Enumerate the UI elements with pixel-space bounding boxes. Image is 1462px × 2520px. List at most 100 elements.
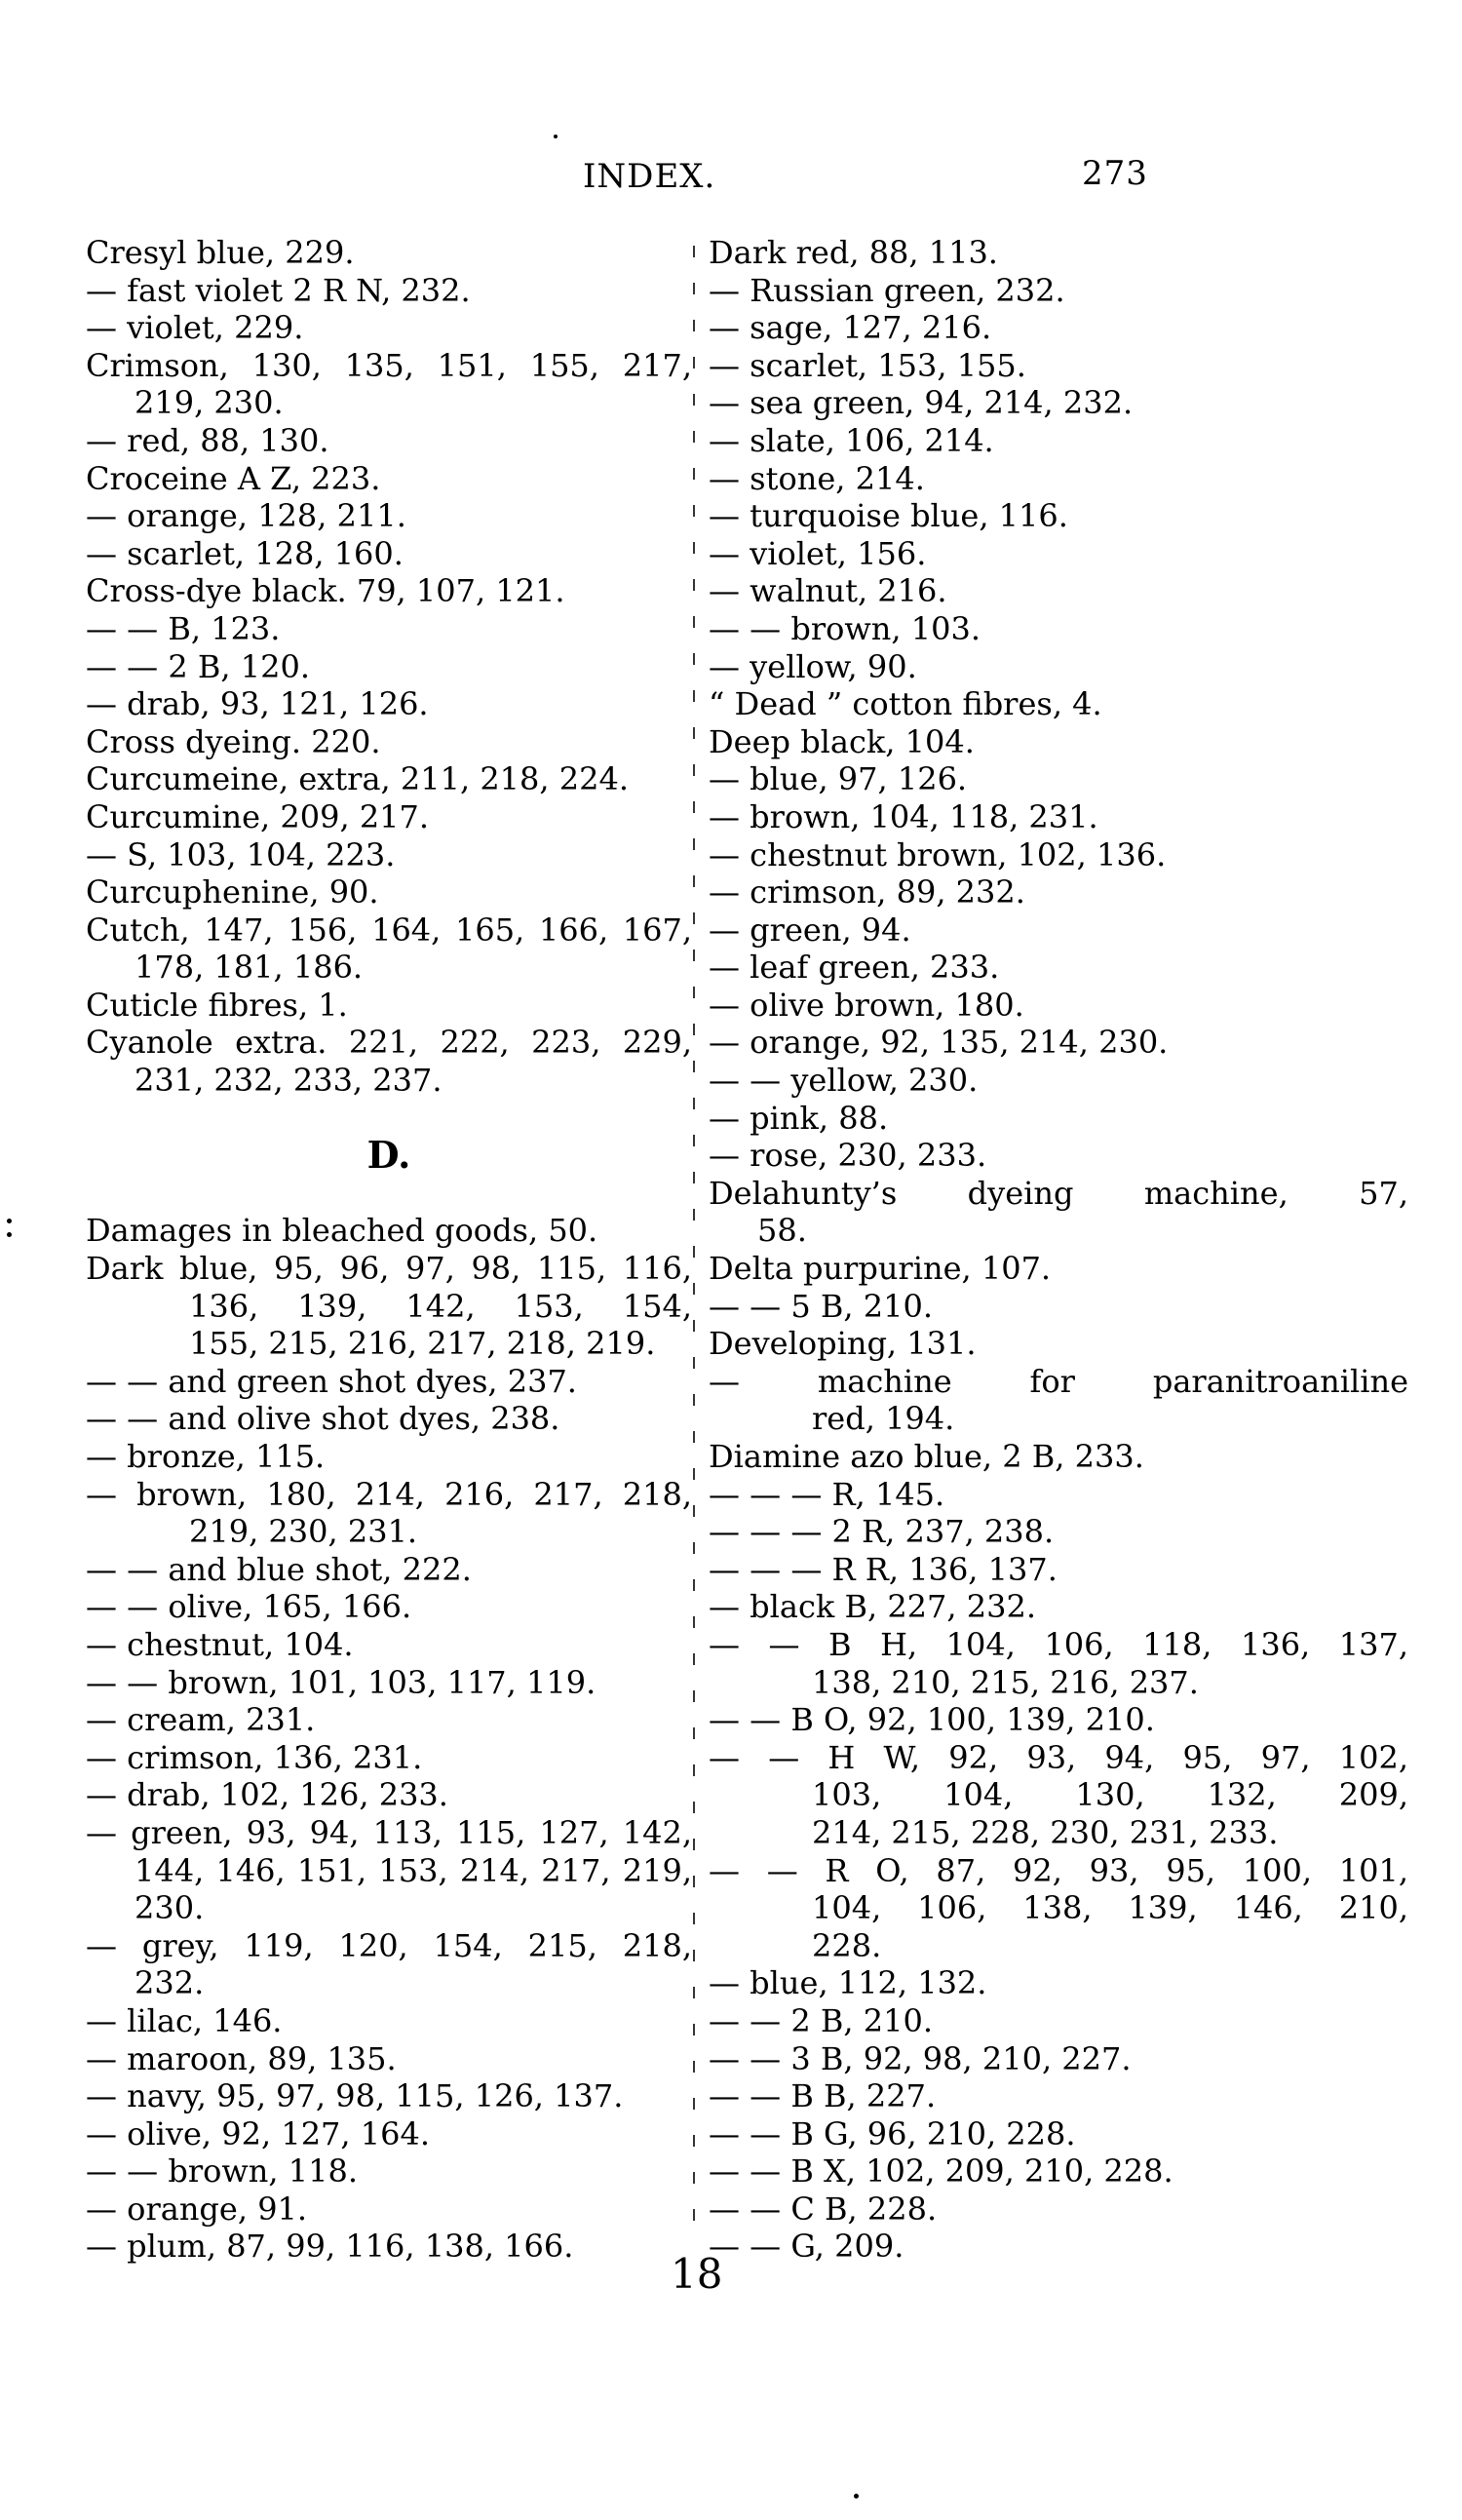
scan-speck	[854, 2494, 859, 2499]
index-entry: — machine for paranitroaniline	[709, 1362, 1408, 1400]
index-entry: — violet, 229.	[86, 309, 304, 347]
scan-speck	[7, 1219, 12, 1223]
index-entry: — chestnut brown, 102, 136.	[709, 835, 1167, 873]
page-title: INDEX.	[583, 157, 716, 196]
index-entry: 214, 215, 228, 230, 231, 233.	[812, 1813, 1279, 1851]
index-entry: 58.	[757, 1212, 807, 1250]
index-entry: — olive brown, 180.	[709, 986, 1024, 1024]
page-number: 273	[1082, 154, 1148, 193]
index-entry: 104, 106, 138, 139, 146, 210,	[812, 1889, 1408, 1927]
index-entry: — rose, 230, 233.	[709, 1137, 987, 1175]
column-divider-rule	[693, 246, 695, 2240]
index-entry: — green, 94.	[709, 911, 911, 949]
index-entry: — — — R, 145.	[709, 1475, 945, 1513]
index-entry: Dark red, 88, 113.	[709, 234, 998, 271]
index-entry: Croceine A Z, 223.	[86, 459, 381, 497]
index-entry: — — B, 123.	[86, 609, 281, 647]
index-entry: 219, 230.	[135, 384, 284, 422]
index-entry: — — olive, 165, 166.	[86, 1588, 412, 1626]
index-entry: — — B O, 92, 100, 139, 210.	[709, 1701, 1155, 1739]
index-entry: — yellow, 90.	[709, 647, 917, 685]
index-entry: — — H W, 92, 93, 94, 95, 97, 102,	[709, 1738, 1408, 1776]
index-entry: — olive, 92, 127, 164.	[86, 2114, 430, 2152]
index-entry: — maroon, 89, 135.	[86, 2039, 397, 2077]
scan-speck	[554, 135, 558, 138]
index-entry: — — — R R, 136, 137.	[709, 1550, 1058, 1588]
index-entry: — orange, 91.	[86, 2190, 308, 2228]
index-entry: — pink, 88.	[709, 1099, 889, 1137]
index-entry: Curcuphenine, 90.	[86, 873, 379, 911]
index-entry: — green, 93, 94, 113, 115, 127, 142,	[86, 1813, 692, 1851]
index-entry: — — and green shot dyes, 237.	[86, 1362, 577, 1400]
index-entry: — leaf green, 233.	[709, 949, 1000, 987]
index-entry: — fast violet 2 R N, 232.	[86, 271, 471, 309]
index-entry: — — 3 B, 92, 98, 210, 227.	[709, 2039, 1132, 2077]
index-entry: — — 2 B, 120.	[86, 647, 310, 685]
index-entry: — drab, 93, 121, 126.	[86, 685, 429, 723]
index-entry: 136, 139, 142, 153, 154,	[189, 1287, 692, 1325]
index-entry: — — brown, 118.	[86, 2152, 358, 2190]
index-entry: Damages in bleached goods, 50.	[86, 1212, 598, 1250]
index-entry: — — R O, 87, 92, 93, 95, 100, 101,	[709, 1851, 1408, 1889]
index-entry: — red, 88, 130.	[86, 421, 329, 459]
index-entry: — scarlet, 128, 160.	[86, 534, 404, 572]
index-entry: Cross-dye black. 79, 107, 121.	[86, 572, 565, 610]
section-heading: D.	[366, 1133, 411, 1178]
index-entry: — walnut, 216.	[709, 572, 947, 610]
index-entry: — S, 103, 104, 223.	[86, 835, 396, 873]
index-entry: Cresyl blue, 229.	[86, 234, 355, 271]
index-entry: — chestnut, 104.	[86, 1625, 354, 1663]
index-entry: Cutch, 147, 156, 164, 165, 166, 167,	[86, 911, 692, 949]
left-column: Cresyl blue, 229. — fast violet 2 R N, 23…	[86, 234, 692, 2266]
index-entry: — plum, 87, 99, 116, 138, 166.	[86, 2228, 574, 2266]
index-entry: — grey, 119, 120, 154, 215, 218,	[86, 1926, 692, 1964]
index-entry: — — G, 209.	[709, 2228, 904, 2266]
index-entry: — turquoise blue, 116.	[709, 497, 1068, 535]
index-entry: — — B G, 96, 210, 228.	[709, 2114, 1076, 2152]
index-entry: 144, 146, 151, 153, 214, 217, 219,	[135, 1851, 692, 1889]
index-entry: — — 5 B, 210.	[709, 1287, 933, 1325]
index-entry: — navy, 95, 97, 98, 115, 126, 137.	[86, 2077, 624, 2115]
index-entry: — black B, 227, 232.	[709, 1588, 1036, 1626]
index-entry: — drab, 102, 126, 233.	[86, 1776, 448, 1814]
index-entry: — — brown, 103.	[709, 609, 981, 647]
index-entry: — — — 2 R, 237, 238.	[709, 1513, 1055, 1551]
blank-line	[86, 1175, 692, 1213]
index-entry: — sage, 127, 216.	[709, 309, 992, 347]
blank-line	[86, 1100, 692, 1138]
index-entry: Curcumine, 209, 217.	[86, 797, 430, 835]
index-entry: 232.	[135, 1964, 205, 2002]
index-entry: — — C B, 228.	[709, 2190, 938, 2228]
index-entry: “ Dead ” cotton fibres, 4.	[709, 685, 1102, 723]
index-entry: — scarlet, 153, 155.	[709, 346, 1026, 384]
right-column: Dark red, 88, 113. — Russian green, 232. —…	[709, 234, 1408, 2266]
index-entry: — — B H, 104, 106, 118, 136, 137,	[709, 1625, 1408, 1663]
index-entry: — Russian green, 232.	[709, 271, 1065, 309]
index-entry: — — brown, 101, 103, 117, 119.	[86, 1663, 596, 1701]
index-entry: 231, 232, 233, 237.	[135, 1062, 442, 1100]
index-entry: — — B B, 227.	[709, 2077, 937, 2115]
index-entry: — orange, 128, 211.	[86, 497, 406, 535]
index-entry: — sea green, 94, 214, 232.	[709, 384, 1134, 422]
index-entry: 219, 230, 231.	[189, 1513, 418, 1551]
index-entry: — brown, 180, 214, 216, 217, 218,	[86, 1475, 692, 1513]
index-entry: — lilac, 146.	[86, 2001, 283, 2039]
index-entry: 228.	[812, 1926, 882, 1964]
index-entry: 230.	[135, 1889, 205, 1927]
index-entry: — brown, 104, 118, 231.	[709, 797, 1098, 835]
index-entry: Delta purpurine, 107.	[709, 1250, 1052, 1288]
signature-mark: 18	[671, 2250, 723, 2298]
index-entry: Curcumeine, extra, 211, 218, 224.	[86, 760, 629, 798]
index-entry: Cross dyeing. 220.	[86, 722, 381, 760]
index-entry: 103, 104, 130, 132, 209,	[812, 1776, 1408, 1814]
index-entry: — — 2 B, 210.	[709, 2001, 933, 2039]
index-entry: — crimson, 136, 231.	[86, 1738, 423, 1776]
index-entry: Cuticle fibres, 1.	[86, 986, 348, 1024]
index-entry: — — yellow, 230.	[709, 1062, 979, 1100]
index-entry: — — B X, 102, 209, 210, 228.	[709, 2152, 1173, 2190]
index-entry: 178, 181, 186.	[135, 949, 364, 987]
index-entry: 155, 215, 216, 217, 218, 219.	[189, 1325, 656, 1363]
index-entry: — blue, 112, 132.	[709, 1964, 987, 2002]
index-entry: Deep black, 104.	[709, 722, 975, 760]
